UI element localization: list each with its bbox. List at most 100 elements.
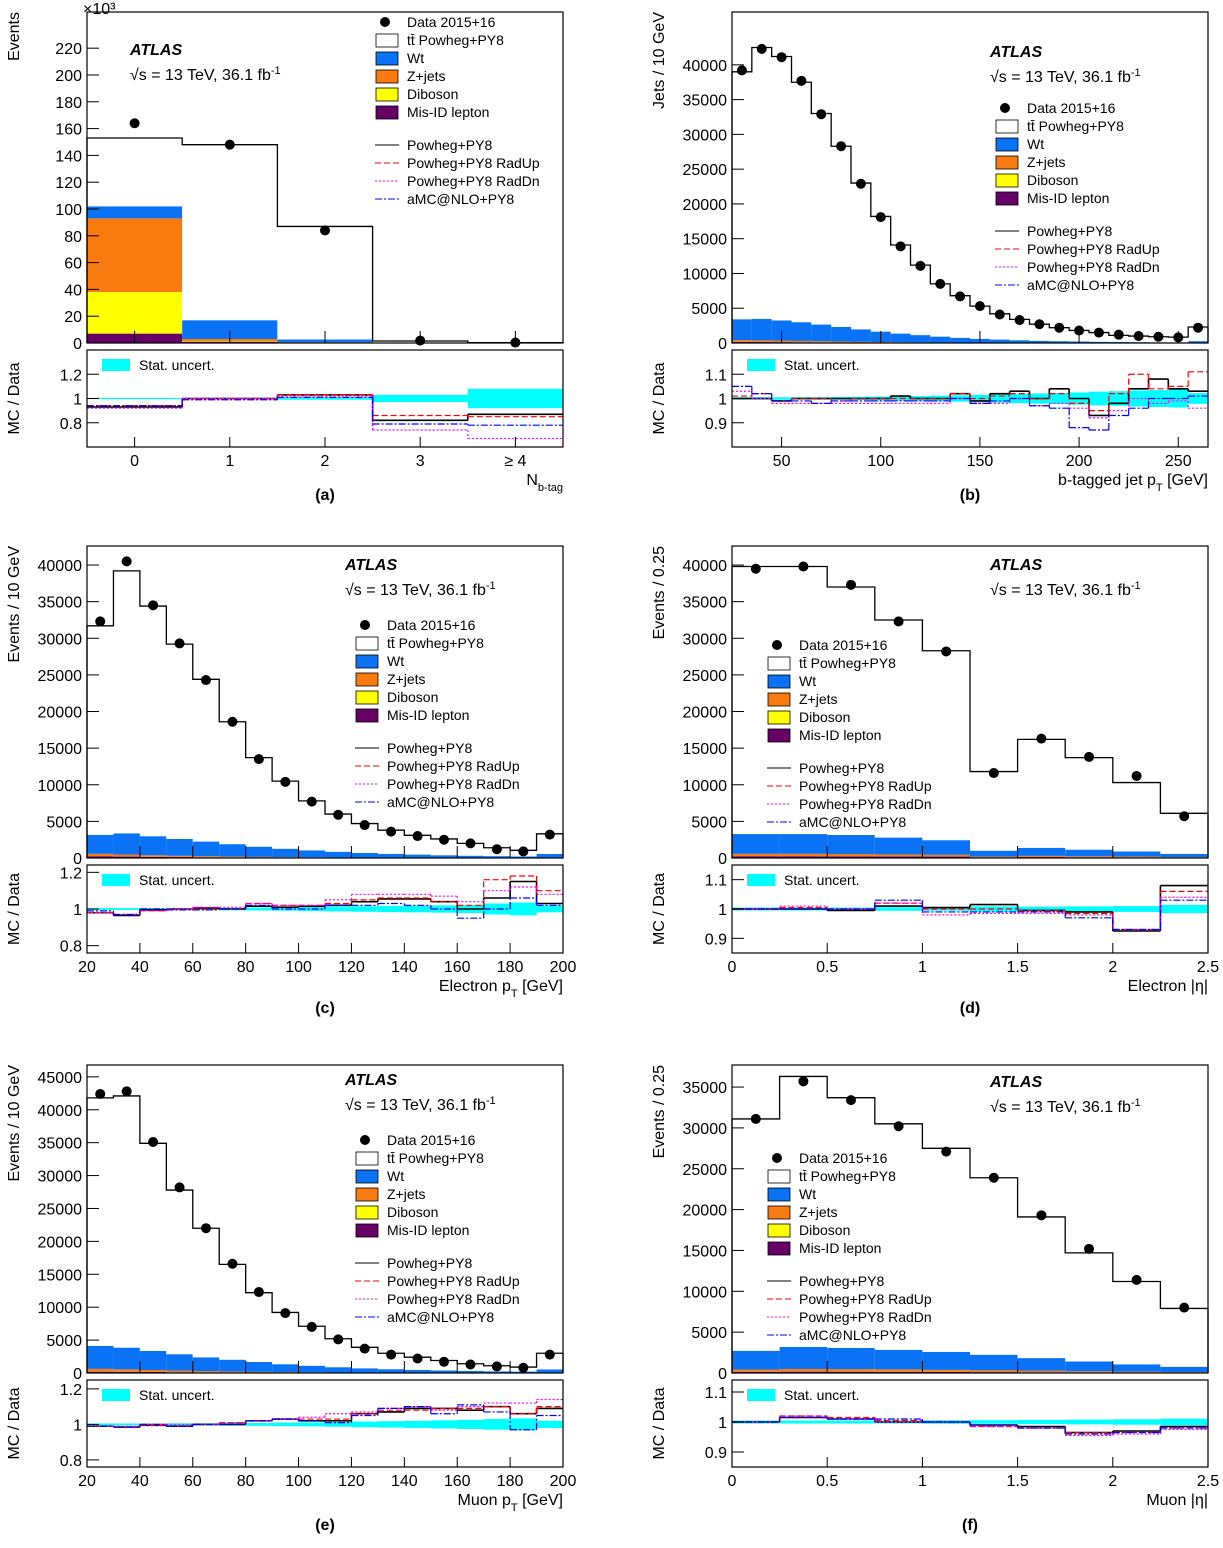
ratio-y-tick-label: 0.9 xyxy=(705,931,727,948)
legend-swatch xyxy=(102,874,130,886)
x-tick-label: 80 xyxy=(237,1473,255,1490)
legend-swatch xyxy=(995,191,1019,206)
stack-bar xyxy=(732,1369,780,1372)
legend-label: Powheg+PY8 RadDn xyxy=(387,776,520,792)
stack-bar xyxy=(791,82,812,323)
stack-bar xyxy=(1065,849,1113,857)
legend-label: tt̄ Powheg+PY8 xyxy=(407,32,504,48)
y-tick-label: 20000 xyxy=(683,705,728,722)
stack-bar xyxy=(219,1264,246,1360)
stack-bar xyxy=(874,1371,923,1373)
x-tick-label: 2 xyxy=(1108,959,1117,976)
stack-bar xyxy=(874,619,923,838)
stack-bar xyxy=(430,855,458,858)
legend-label: Wt xyxy=(799,1186,816,1202)
legend-swatch xyxy=(747,1389,775,1401)
stack-bar xyxy=(377,830,405,854)
data-point xyxy=(974,301,985,312)
stack-bar xyxy=(970,1370,1018,1372)
legend-swatch xyxy=(767,674,791,689)
data-point xyxy=(1153,331,1164,342)
y-tick-label: 0 xyxy=(73,1366,82,1383)
stack-bar xyxy=(779,856,828,858)
stat-band xyxy=(1112,906,1161,912)
stack-bar xyxy=(970,771,1018,851)
ratio-line xyxy=(732,385,1208,431)
main-frame xyxy=(731,11,1209,344)
stack-bar xyxy=(457,855,484,858)
ratio-y-tick-label: 1.2 xyxy=(60,865,82,882)
legend-label: Powheg+PY8 RadDn xyxy=(387,1291,520,1307)
stack-bar xyxy=(779,1346,828,1369)
stack-bar xyxy=(166,1370,193,1373)
stack-bar xyxy=(277,226,373,340)
experiment-label: ATLAS xyxy=(344,557,397,574)
data-point xyxy=(1034,319,1045,330)
legend-swatch xyxy=(995,173,1019,188)
data-point xyxy=(412,831,423,842)
stack-bar xyxy=(791,340,812,343)
stack-bar xyxy=(930,336,951,343)
ratio-y-tick-label: 0.9 xyxy=(705,1445,727,1462)
energy-label-part: -1 xyxy=(271,65,281,77)
ratio-axis-label: MC / Data xyxy=(6,362,23,434)
legend-label: Data 2015+16 xyxy=(799,637,888,653)
experiment-label: ATLAS xyxy=(989,44,1042,61)
legend-swatch xyxy=(767,656,791,671)
y-tick-label: 5000 xyxy=(46,814,82,831)
legend-label: Powheg+PY8 RadDn xyxy=(407,173,540,189)
y-tick-label: 25000 xyxy=(38,1201,83,1218)
legend-label: Wt xyxy=(387,1168,404,1184)
stack-bar xyxy=(874,1349,923,1370)
stat-band xyxy=(510,902,537,916)
ratio-y-tick-label: 0.8 xyxy=(60,1453,82,1470)
stack-bar xyxy=(298,1365,325,1373)
data-point xyxy=(798,1076,809,1087)
legend-label: tt̄ Powheg+PY8 xyxy=(387,635,484,651)
stack-bar xyxy=(811,113,832,325)
stack-bar xyxy=(1112,1364,1161,1372)
y-tick-label: 20000 xyxy=(38,1234,83,1251)
data-point xyxy=(1014,315,1025,326)
legend-label: Z+jets xyxy=(799,1204,838,1220)
y-tick-label: 10000 xyxy=(38,778,83,795)
stack-bar xyxy=(732,856,780,858)
legend-label: Wt xyxy=(407,50,424,66)
stat-band xyxy=(989,394,1010,403)
stack-bar xyxy=(922,1351,970,1370)
stack-bar xyxy=(930,283,951,337)
stack-bar xyxy=(1017,1358,1066,1371)
data-point xyxy=(280,1308,291,1319)
stack-bar xyxy=(874,1369,923,1372)
legend-swatch xyxy=(767,710,791,725)
legend-label: Data 2015+16 xyxy=(799,1150,888,1166)
ratio-y-tick-label: 1 xyxy=(718,902,727,919)
x-tick-label: 120 xyxy=(338,1473,365,1490)
x-tick-label: 0.5 xyxy=(816,1473,838,1490)
stack-bar xyxy=(139,855,167,857)
experiment-label: ATLAS xyxy=(129,42,182,59)
stat-band xyxy=(536,905,563,913)
legend-swatch xyxy=(767,728,791,743)
stack-bar xyxy=(87,834,114,854)
data-point xyxy=(736,65,747,76)
stack-bar xyxy=(351,852,378,858)
stack-bar xyxy=(970,1177,1018,1355)
experiment-label: ATLAS xyxy=(989,557,1042,574)
stat-band xyxy=(404,1420,431,1428)
data-point xyxy=(148,1137,159,1147)
stack-bar xyxy=(827,1371,875,1373)
stack-bar xyxy=(890,333,911,343)
y-tick-label: 30000 xyxy=(38,631,83,648)
y-tick-label: 25000 xyxy=(683,1162,728,1179)
data-point xyxy=(875,212,886,223)
legend-label: Mis-ID lepton xyxy=(387,707,469,723)
stat-band xyxy=(325,1422,352,1427)
legend-label: Powheg+PY8 RadDn xyxy=(1027,259,1160,275)
experiment-label: ATLAS xyxy=(344,1072,397,1089)
stack-bar xyxy=(139,1350,167,1371)
y-tick-label: 10000 xyxy=(683,1284,728,1301)
legend-swatch xyxy=(767,692,791,707)
data-point xyxy=(1084,751,1094,762)
energy-label: √s = 13 TeV, 36.1 fb-1 xyxy=(990,580,1141,599)
